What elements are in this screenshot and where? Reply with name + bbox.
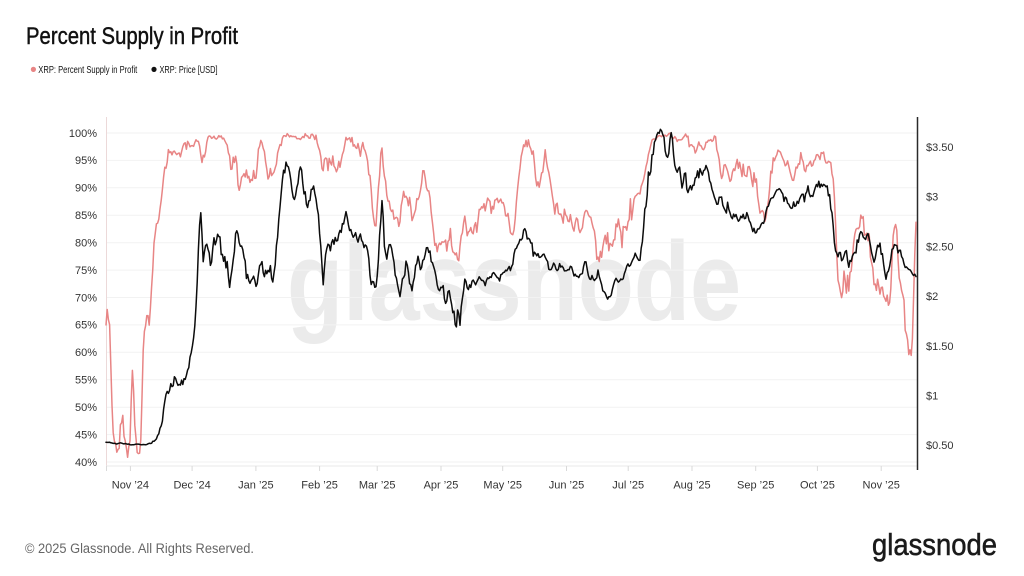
svg-text:Nov ’24: Nov ’24 [112, 480, 149, 492]
svg-text:glassnode: glassnode [872, 527, 997, 562]
svg-text:May ’25: May ’25 [483, 480, 522, 492]
svg-text:Percent Supply in Profit: Percent Supply in Profit [26, 23, 238, 50]
svg-text:Sep ’25: Sep ’25 [737, 480, 774, 492]
svg-text:80%: 80% [75, 238, 97, 250]
svg-text:Dec ’24: Dec ’24 [173, 480, 210, 492]
svg-text:85%: 85% [75, 210, 97, 222]
svg-text:95%: 95% [75, 155, 97, 167]
svg-text:$2: $2 [926, 291, 938, 303]
svg-text:$2.50: $2.50 [926, 241, 954, 253]
svg-text:© 2025 Glassnode. All Rights R: © 2025 Glassnode. All Rights Reserved. [25, 541, 254, 556]
svg-text:65%: 65% [75, 320, 97, 332]
svg-text:45%: 45% [75, 429, 97, 441]
svg-text:40%: 40% [75, 457, 97, 469]
svg-text:$1.50: $1.50 [926, 341, 954, 353]
svg-text:XRP: Price [USD]: XRP: Price [USD] [160, 65, 218, 76]
svg-text:$1: $1 [926, 391, 938, 403]
svg-text:60%: 60% [75, 347, 97, 359]
svg-text:70%: 70% [75, 292, 97, 304]
svg-text:$3: $3 [926, 192, 938, 204]
svg-text:90%: 90% [75, 183, 97, 195]
svg-text:55%: 55% [75, 375, 97, 387]
svg-text:Mar ’25: Mar ’25 [359, 480, 396, 492]
svg-text:100%: 100% [69, 128, 97, 140]
svg-text:75%: 75% [75, 265, 97, 277]
svg-text:Aug ’25: Aug ’25 [673, 480, 710, 492]
svg-text:Jan ’25: Jan ’25 [238, 480, 273, 492]
svg-text:Apr ’25: Apr ’25 [424, 480, 459, 492]
svg-text:Feb ’25: Feb ’25 [301, 480, 338, 492]
svg-text:XRP: Percent Supply in Profit: XRP: Percent Supply in Profit [38, 65, 137, 76]
svg-text:Oct ’25: Oct ’25 [800, 480, 835, 492]
svg-text:$3.50: $3.50 [926, 142, 954, 154]
svg-text:Jul ’25: Jul ’25 [612, 480, 644, 492]
svg-text:glassnode: glassnode [287, 219, 741, 344]
svg-text:Jun ’25: Jun ’25 [549, 480, 584, 492]
svg-text:50%: 50% [75, 402, 97, 414]
svg-text:Nov ’25: Nov ’25 [863, 480, 900, 492]
svg-text:$0.50: $0.50 [926, 440, 954, 452]
